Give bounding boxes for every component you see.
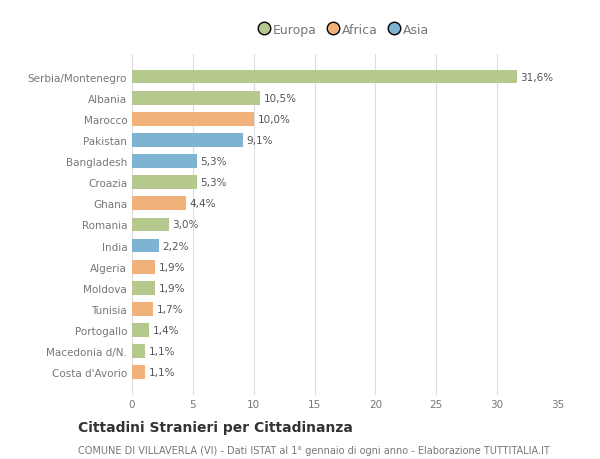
Bar [132,218,169,232]
Legend: Europa, Africa, Asia: Europa, Africa, Asia [257,21,433,41]
Bar [132,155,197,168]
Text: 1,1%: 1,1% [149,368,176,377]
Text: COMUNE DI VILLAVERLA (VI) - Dati ISTAT al 1° gennaio di ogni anno - Elaborazione: COMUNE DI VILLAVERLA (VI) - Dati ISTAT a… [78,445,550,455]
Bar [132,345,145,358]
Bar [132,92,260,105]
Bar [132,324,149,337]
Text: 1,4%: 1,4% [152,325,179,335]
Bar [132,197,185,211]
Text: 2,2%: 2,2% [163,241,189,251]
Text: 5,3%: 5,3% [200,178,227,188]
Text: 31,6%: 31,6% [520,73,553,82]
Bar [132,260,155,274]
Text: 1,7%: 1,7% [157,304,183,314]
Text: Cittadini Stranieri per Cittadinanza: Cittadini Stranieri per Cittadinanza [78,420,353,434]
Text: 1,1%: 1,1% [149,347,176,356]
Text: 4,4%: 4,4% [189,199,216,209]
Bar [132,71,517,84]
Text: 5,3%: 5,3% [200,157,227,167]
Bar [132,112,254,126]
Bar [132,239,159,253]
Text: 10,0%: 10,0% [257,115,290,124]
Text: 3,0%: 3,0% [172,220,199,230]
Text: 1,9%: 1,9% [159,283,185,293]
Bar [132,134,243,147]
Bar [132,302,152,316]
Text: 9,1%: 9,1% [247,135,273,146]
Bar [132,366,145,379]
Bar [132,176,197,190]
Text: 10,5%: 10,5% [263,94,296,103]
Bar [132,281,155,295]
Text: 1,9%: 1,9% [159,262,185,272]
